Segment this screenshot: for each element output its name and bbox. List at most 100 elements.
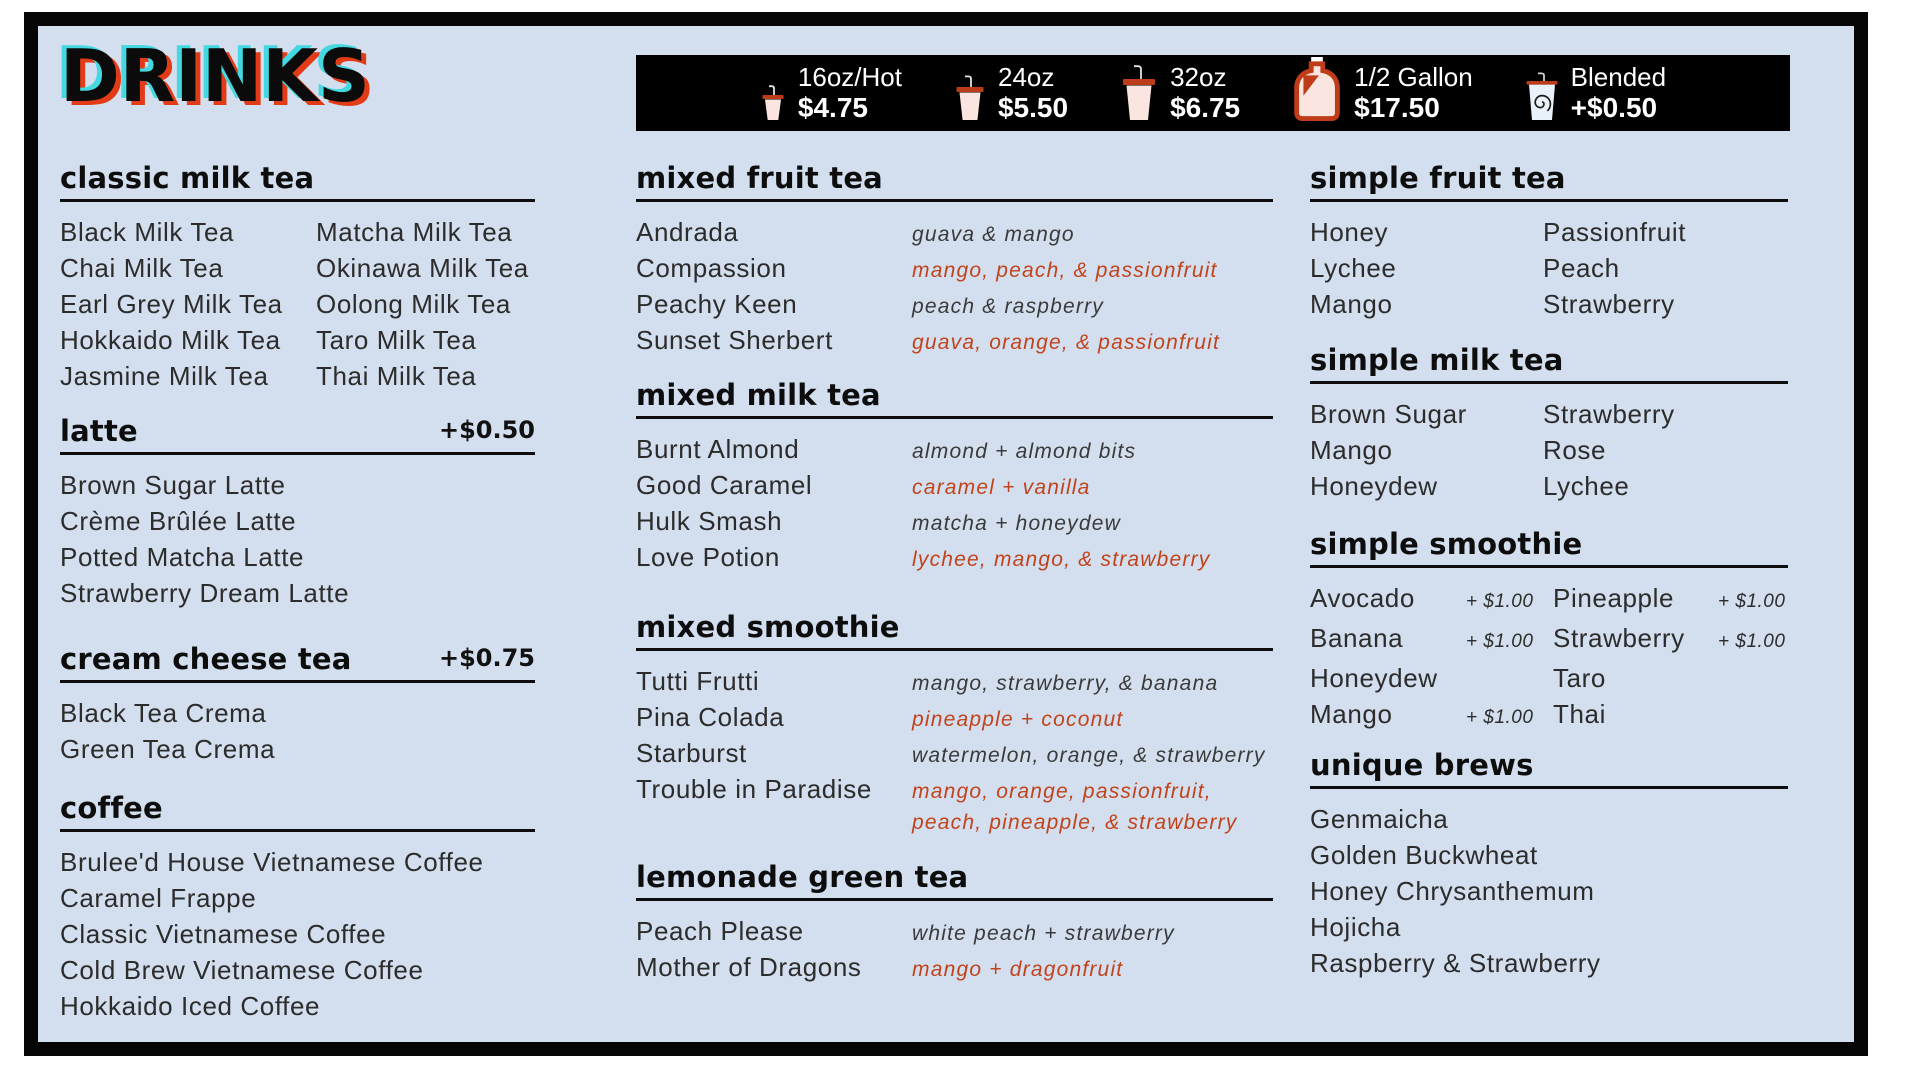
menu-panel: DRINKS 16oz/Hot $4.75 24oz $5.50 32oz $6.75 1/… — [24, 12, 1868, 1056]
section-heading: simple fruit tea — [1310, 161, 1566, 195]
menu-item: Hulk Smash — [636, 506, 783, 536]
section-heading: coffee — [60, 791, 163, 825]
menu-item: Rose — [1543, 435, 1607, 465]
section-simple-fruit-tea: simple fruit tea Honey Passionfruit Lychee P… — [1310, 161, 1788, 322]
menu-item-row: Honeydew Lychee — [1310, 468, 1788, 504]
menu-item-row: Hulk Smash matcha + honeydew — [636, 503, 1273, 539]
size-text: 32oz $6.75 — [1170, 62, 1241, 124]
menu-item-row: Peach Please white peach + strawberry — [636, 913, 1273, 949]
menu-item: Honeydew — [1310, 471, 1438, 501]
section-header: mixed fruit tea — [636, 161, 1273, 202]
size-price: $4.75 — [797, 92, 868, 123]
menu-item-row: Compassion mango, peach, & passionfruit — [636, 250, 1273, 286]
section-header: mixed smoothie — [636, 610, 1273, 651]
menu-item: Strawberry — [1543, 399, 1675, 429]
section-lemonade-green-tea: lemonade green tea Peach Please white peac… — [636, 860, 1273, 985]
section-mixed-fruit-tea: mixed fruit tea Andrada guava & mango Compa… — [636, 161, 1273, 358]
menu-item: Chai Milk Tea — [60, 253, 224, 283]
section-header: simple smoothie — [1310, 527, 1788, 568]
menu-item-row: Brown Sugar Strawberry — [1310, 396, 1788, 432]
section-classic-milk-tea: classic milk tea Black Milk Tea Matcha Mil… — [60, 161, 535, 394]
menu-item-description: mango, peach, & passionfruit — [912, 259, 1218, 282]
menu-column-1: classic milk tea Black Milk Tea Matcha Mil… — [60, 26, 535, 1042]
section-coffee: coffee Brulee'd House Vietnamese Coffee Ca… — [60, 791, 535, 1024]
section-simple-milk-tea: simple milk tea Brown Sugar Strawberry Mang… — [1310, 343, 1788, 504]
section-heading: mixed smoothie — [636, 610, 900, 644]
size-price: $17.50 — [1354, 92, 1440, 123]
section-surcharge: +$0.50 — [438, 416, 535, 444]
menu-item-description: matcha + honeydew — [912, 512, 1121, 535]
menu-item: Mango — [1310, 435, 1393, 465]
menu-item-description: pineapple + coconut — [912, 708, 1124, 731]
menu-item: Cold Brew Vietnamese Coffee — [60, 955, 424, 985]
menu-item: Honeydew — [1310, 663, 1438, 693]
menu-item-row: Mango + $1.00 Thai — [1310, 696, 1788, 736]
size-price-bar: 16oz/Hot $4.75 24oz $5.50 32oz $6.75 1/2 Gallo… — [636, 55, 1790, 131]
menu-item-description: guava & mango — [912, 223, 1075, 246]
menu-item: Strawberry — [1543, 289, 1675, 319]
menu-item: Tutti Frutti — [636, 666, 760, 696]
menu-item-row: Burnt Almond almond + almond bits — [636, 431, 1273, 467]
menu-item: Classic Vietnamese Coffee — [60, 919, 387, 949]
size-price: $6.75 — [1170, 92, 1241, 123]
size-option: 1/2 Gallon $17.50 — [1292, 55, 1473, 131]
menu-item: Brulee'd House Vietnamese Coffee — [60, 847, 484, 877]
menu-item: Pina Colada — [636, 702, 785, 732]
size-price: +$0.50 — [1570, 92, 1658, 123]
section-header: unique brews — [1310, 748, 1788, 789]
section-mixed-smoothie: mixed smoothie Tutti Frutti mango, strawbe… — [636, 610, 1273, 838]
size-label: 16oz/Hot — [797, 62, 902, 92]
size-price: $5.50 — [997, 92, 1069, 123]
menu-item-description: mango + dragonfruit — [912, 958, 1124, 981]
section-heading: simple smoothie — [1310, 527, 1583, 561]
menu-item-row: Starburst watermelon, orange, & strawberr… — [636, 735, 1273, 771]
size-label: 1/2 Gallon — [1354, 62, 1473, 92]
menu-item: Caramel Frappe — [60, 883, 257, 913]
menu-item-price: + $1.00 — [1718, 591, 1786, 612]
menu-item: Hojicha — [1310, 912, 1401, 942]
menu-item: Andrada — [636, 217, 739, 247]
menu-item: Passionfruit — [1543, 217, 1687, 247]
menu-item-row: Trouble in Paradise mango, orange, passio… — [636, 771, 1273, 838]
menu-item-row: Andrada guava & mango — [636, 214, 1273, 250]
menu-item-row: Mother of Dragons mango + dragonfruit — [636, 949, 1273, 985]
section-heading: mixed milk tea — [636, 378, 881, 412]
menu-item: Green Tea Crema — [60, 734, 276, 764]
menu-item: Earl Grey Milk Tea — [60, 289, 283, 319]
size-label: 32oz — [1170, 62, 1227, 92]
menu-item: Mango — [1310, 289, 1393, 319]
menu-item: Lychee — [1543, 471, 1630, 501]
menu-item-row: Black Milk Tea Matcha Milk Tea — [60, 214, 535, 250]
menu-item: Mother of Dragons — [636, 952, 862, 982]
size-label: 24oz — [997, 62, 1055, 92]
menu-item: Starburst — [636, 738, 747, 768]
menu-item-description: mango, orange, passionfruit, peach, pine… — [912, 780, 1238, 834]
menu-item: Peach Please — [636, 916, 804, 946]
menu-item: Peach — [1543, 253, 1620, 283]
cup-small-icon — [760, 83, 786, 126]
menu-item: Honey — [1310, 217, 1389, 247]
section-simple-smoothie: simple smoothie Avocado + $1.00 Pineapple + … — [1310, 527, 1788, 736]
section-heading: simple milk tea — [1310, 343, 1564, 377]
menu-column-3: simple fruit tea Honey Passionfruit Lychee P… — [1310, 26, 1788, 1042]
cup-medium-icon — [954, 73, 986, 126]
size-label: Blended — [1570, 62, 1667, 92]
size-option: Blended +$0.50 — [1525, 55, 1666, 131]
menu-item-price: + $1.00 — [1466, 631, 1534, 652]
section-header: lemonade green tea — [636, 860, 1273, 901]
menu-item: Mango — [1310, 699, 1393, 729]
menu-item-price: + $1.00 — [1718, 631, 1786, 652]
menu-item-description: lychee, mango, & strawberry — [912, 548, 1211, 571]
section-unique-brews: unique brews Genmaicha Golden Buckwheat Hon… — [1310, 748, 1788, 981]
size-text: 16oz/Hot $4.75 — [797, 62, 902, 124]
section-header: coffee — [60, 791, 535, 832]
section-heading: unique brews — [1310, 748, 1534, 782]
menu-item-row: Tutti Frutti mango, strawberry, & banana — [636, 663, 1273, 699]
section-heading: lemonade green tea — [636, 860, 969, 894]
size-text: 24oz $5.50 — [997, 62, 1069, 124]
menu-item-row: Hokkaido Milk Tea Taro Milk Tea — [60, 322, 535, 358]
menu-item: Thai — [1553, 699, 1606, 729]
menu-item-row: Honey Passionfruit — [1310, 214, 1788, 250]
menu-item: Honey Chrysanthemum — [1310, 876, 1595, 906]
menu-item: Hokkaido Iced Coffee — [60, 991, 321, 1021]
